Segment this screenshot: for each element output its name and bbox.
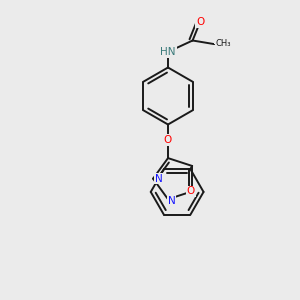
Text: O: O bbox=[164, 135, 172, 145]
Text: CH₃: CH₃ bbox=[216, 39, 231, 48]
Text: N: N bbox=[154, 174, 162, 184]
Text: N: N bbox=[168, 196, 176, 206]
Text: HN: HN bbox=[160, 47, 176, 57]
Text: O: O bbox=[214, 43, 215, 44]
Text: O: O bbox=[217, 43, 218, 44]
Text: O: O bbox=[196, 17, 204, 27]
Text: O: O bbox=[187, 186, 195, 196]
